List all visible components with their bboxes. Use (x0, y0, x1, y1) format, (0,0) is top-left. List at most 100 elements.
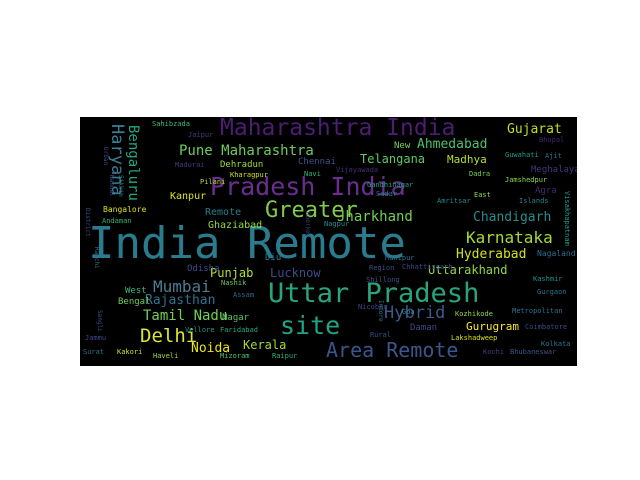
word-dadra: Dadra (469, 170, 491, 178)
word-region: Region (369, 264, 395, 272)
word-indore: Indore (377, 300, 384, 322)
word-lakshadweep: Lakshadweep (451, 334, 498, 342)
word-nagar: Nagar (222, 313, 250, 323)
word-nicobar: Nicobar (358, 303, 388, 311)
word-roorkee: Roorkee (304, 212, 311, 238)
word-nagpur: Nagpur (324, 220, 350, 228)
word-remote: Remote (205, 207, 242, 218)
word-metropolitan: Metropolitan (512, 307, 563, 315)
word-telangana: Telangana (360, 152, 426, 166)
word-kerala: Kerala (243, 338, 287, 352)
word-haryana: Haryana (107, 124, 127, 196)
word-kakori: Kakori (117, 348, 143, 356)
word-east: East (474, 191, 491, 199)
word-nandal: Nandal (108, 175, 115, 197)
word-punjab: Punjab (210, 266, 254, 280)
word-raipur: Raipur (272, 352, 298, 360)
word-site: site (280, 311, 341, 340)
word-sikkim: Sikkim (117, 175, 124, 197)
word-bengaluru: Bengaluru (125, 125, 141, 201)
word-sahibzada: Sahibzada (152, 120, 190, 128)
word-pilani: Pilani (200, 178, 226, 186)
word-goa: Goa (402, 308, 415, 316)
word-lucknow: Lucknow (270, 266, 321, 280)
word-cloud: India Remote Uttar Pradesh Pradesh India Ma… (80, 117, 577, 366)
word-rajasthan: Rajasthan (145, 293, 216, 308)
word-ajit: Ajit (545, 152, 562, 160)
word-bhubaneswar: Bhubaneswar (510, 348, 557, 356)
word-bengal: Bengal (118, 297, 151, 307)
word-uttarakhand: Uttarakhand (428, 263, 508, 277)
word-kolkata: Kolkata (541, 340, 571, 348)
word-india-remote: India Remote (88, 218, 406, 269)
word-kozhikode: Kozhikode (455, 310, 493, 318)
word-ghaziabad: Ghaziabad (208, 220, 263, 231)
word-diu: Diu (265, 253, 282, 263)
word-manipur: Manipur (385, 254, 415, 262)
word-jharkhand: Jharkhand (337, 209, 413, 225)
word-chandigarh: Chandigarh (473, 210, 552, 225)
word-shillong: Shillong (366, 276, 400, 284)
word-greater: Greater (265, 198, 358, 223)
word-meghalaya: Meghalaya (531, 165, 577, 175)
word-amritsar: Amritsar (437, 197, 471, 205)
word-navi: Navi (304, 170, 321, 178)
word-noida: Noida (191, 341, 231, 356)
word-new: New (394, 141, 411, 151)
word-sadar: Sadar (376, 190, 398, 198)
word-madurai: Madurai (175, 161, 205, 169)
word-kashmir: Kashmir (533, 275, 563, 283)
word-nashik: Nashik (221, 279, 247, 287)
word-pune-maharashtra: Pune Maharashtra (179, 143, 314, 159)
word-haveli: Haveli (153, 352, 179, 360)
word-jammu: Jammu (85, 334, 107, 342)
word-district: District (84, 208, 91, 237)
word-dehradun: Dehradun (220, 160, 264, 170)
word-mizoram: Mizoram (220, 352, 250, 360)
word-gujarat: Gujarat (507, 122, 562, 137)
word-chennai: Chennai (298, 157, 336, 167)
word-hyderabad: Hyderabad (456, 247, 527, 262)
word-jamshedpur: Jamshedpur (505, 176, 548, 184)
word-andaman: Andaman (102, 217, 132, 225)
word-bangalore: Bangalore (103, 205, 147, 214)
word-mumbai: Mumbai (153, 277, 211, 296)
word-kanpur: Kanpur (170, 191, 207, 202)
word-kharagpur: Kharagpur (230, 171, 268, 179)
word-ahmedabad: Ahmedabad (417, 137, 488, 152)
word-hybrid: Hybrid (384, 303, 446, 323)
word-delhi: Delhi (140, 325, 198, 347)
word-guwahati: Guwahati (505, 151, 539, 159)
word-bhopal: Bhopal (539, 136, 565, 144)
word-assam: Assam (233, 291, 255, 299)
word-kochi: Kochi (483, 348, 505, 356)
word-tamil-nadu: Tamil Nadu (143, 308, 228, 324)
word-karnataka: Karnataka (466, 228, 553, 247)
word-visakhapatnam: Visakhapatnam (563, 191, 571, 246)
word-uttar-pradesh: Uttar Pradesh (268, 278, 480, 309)
word-gandhinagar: Gandhinagar (367, 181, 414, 189)
word-coimbatore: Coimbatore (525, 323, 568, 331)
word-surat: Surat (83, 348, 105, 356)
word-nagaland: Nagaland (537, 249, 576, 258)
word-vellore: Vellore (185, 326, 215, 334)
word-odisha: Odisha (187, 264, 220, 274)
word-west: West (125, 286, 147, 296)
word-rural: Rural (370, 331, 392, 339)
word-vijayawada: Vijayawada (336, 166, 379, 174)
word-daman: Daman (410, 323, 438, 333)
word-gurugram: Gurugram (466, 320, 519, 333)
word-jaipur: Jaipur (188, 131, 214, 139)
word-madhya: Madhya (447, 153, 487, 166)
word-sangli: Sangli (96, 310, 103, 332)
word-ranchi: Ranchi (93, 247, 100, 269)
word-gurgaon: Gurgaon (537, 288, 567, 296)
word-maharashtra-india: Maharashtra India (220, 117, 456, 141)
word-pradesh-india: Pradesh India (210, 172, 406, 201)
word-islands: Islands (519, 197, 549, 205)
word-faridabad: Faridabad (220, 326, 258, 334)
word-area-remote: Area Remote (326, 338, 459, 362)
word-chhattisgarh: Chhattisgarh (402, 263, 453, 271)
word-urban: Urban (102, 147, 109, 166)
word-agra: Agra (535, 186, 557, 196)
